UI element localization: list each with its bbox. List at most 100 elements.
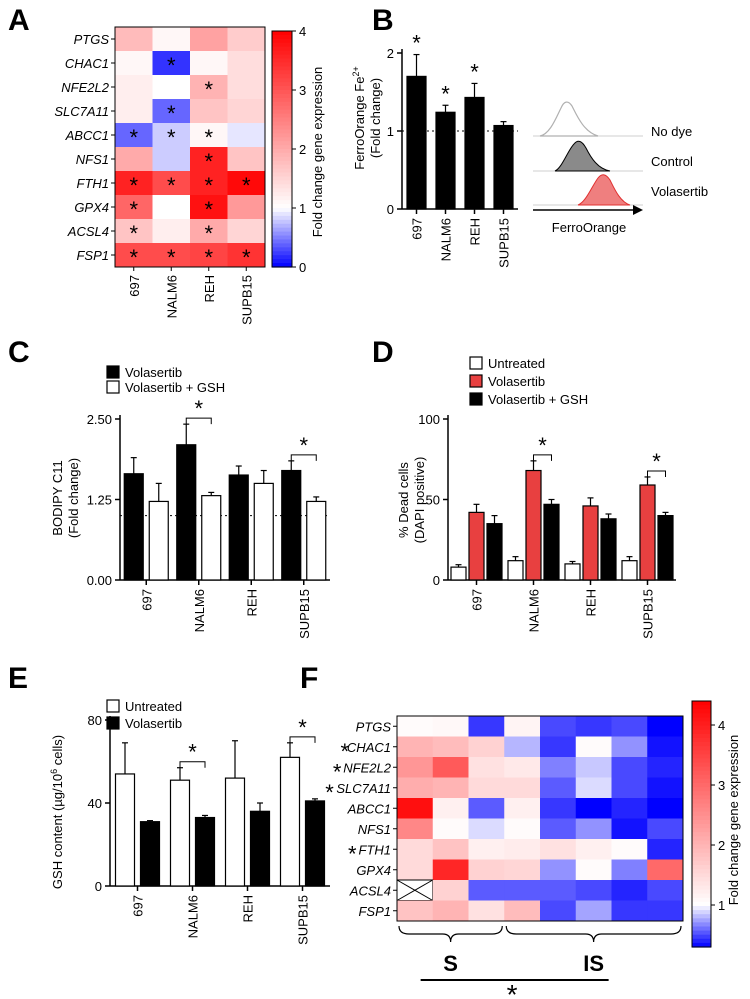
significance-star: * xyxy=(298,715,307,740)
colorbar-segment xyxy=(692,926,711,932)
heatmap-row-label: SLC7A11 xyxy=(54,104,109,119)
heatmap-cell xyxy=(190,75,228,100)
colorbar-segment xyxy=(272,180,292,185)
heatmap-row-label: ABCC1 xyxy=(65,128,109,143)
panel-letter-b: B xyxy=(372,4,394,37)
significance-star: * xyxy=(188,740,197,765)
y-tick-label: 40 xyxy=(88,796,102,811)
heatmap-cell xyxy=(227,243,266,268)
heatmap-row-label: FTH1 xyxy=(77,176,110,191)
y-tick-label: 0 xyxy=(387,202,394,217)
colorbar-segment xyxy=(692,778,711,784)
colorbar-segment xyxy=(692,701,711,706)
heatmap-cell xyxy=(115,219,153,244)
heatmap-cell xyxy=(647,757,684,778)
colorbar-segment xyxy=(272,125,292,130)
heatmap-cell xyxy=(432,859,469,881)
colorbar-segment xyxy=(272,172,292,178)
colorbar-segment xyxy=(272,263,292,268)
histogram-trace-control xyxy=(554,140,611,172)
heatmap-col-label: REH xyxy=(202,275,217,302)
heatmap-cell xyxy=(611,839,648,860)
heatmap-cell xyxy=(611,818,648,840)
panel-c-ylabel: BODIPY C11 xyxy=(50,460,65,535)
colorbar-segment xyxy=(692,889,711,895)
heatmap-cell xyxy=(152,51,191,76)
panel-b-ylabel-line2: (Fold change) xyxy=(368,78,383,158)
colorbar-segment xyxy=(272,188,292,193)
bar xyxy=(281,469,302,581)
colorbar-tick-label: 3 xyxy=(299,83,306,98)
heatmap-significance-star: * xyxy=(204,245,213,270)
legend-label: Volasertib xyxy=(488,374,545,389)
legend-label: Volasertib xyxy=(125,365,182,380)
colorbar-segment xyxy=(692,897,711,903)
colorbar-tick-label: 2 xyxy=(718,838,725,853)
colorbar-segment xyxy=(692,828,711,833)
colorbar-segment xyxy=(692,873,711,878)
panel-d-bar-chart: 0 50 100 697 NALM6 REH SUPB15 * * Untreated Volase… xyxy=(418,356,676,639)
bar xyxy=(249,810,271,887)
colorbar-segment xyxy=(272,160,292,166)
heatmap-cell xyxy=(190,27,228,52)
heatmap-cell xyxy=(468,818,505,840)
heatmap-row-label: NFE2L2 xyxy=(61,80,109,95)
colorbar-segment xyxy=(272,137,292,142)
heatmap-cell xyxy=(227,27,266,52)
colorbar-segment xyxy=(692,766,711,772)
heatmap-cell xyxy=(115,195,153,220)
bar xyxy=(464,96,485,210)
heatmap-cell xyxy=(468,859,505,881)
heatmap-cell xyxy=(227,75,266,100)
heatmap-significance-star: * xyxy=(167,125,176,150)
colorbar-segment xyxy=(692,750,711,755)
legend-swatch xyxy=(106,699,120,713)
colorbar-segment xyxy=(692,721,711,727)
colorbar-segment xyxy=(272,184,292,189)
heatmap-col-label: NALM6 xyxy=(164,275,179,318)
bar xyxy=(582,505,599,581)
x-tick-label: NALM6 xyxy=(186,895,201,938)
heatmap-cell xyxy=(227,171,266,196)
heatmap-cell xyxy=(611,880,648,901)
heatmap-cell xyxy=(504,716,541,737)
y-tick-label: 2 xyxy=(387,46,394,61)
colorbar-segment xyxy=(692,725,711,731)
colorbar-segment xyxy=(272,141,292,146)
colorbar-tick-label: 1 xyxy=(718,898,725,913)
panel-f-heatmap: PTGSCHAC1*NFE2L2*SLC7A11*ABCC1NFS1FTH1*G… xyxy=(325,700,725,999)
heatmap-cell xyxy=(190,195,228,220)
group-label: IS xyxy=(583,951,604,976)
heatmap-cell xyxy=(115,99,153,124)
heatmap-row-marker: * xyxy=(333,759,342,784)
bar xyxy=(169,779,191,887)
heatmap-row-label: CHAC1 xyxy=(65,56,109,71)
bar xyxy=(228,474,249,581)
colorbar-segment xyxy=(692,938,711,944)
panel-c-ylabel-line2: (Fold change) xyxy=(66,458,81,538)
colorbar-segment xyxy=(272,255,292,260)
heatmap-cell xyxy=(611,736,648,758)
panel-b-bar-chart: 0 1 2 697 NALM6 REH SUPB15 * * * xyxy=(387,31,518,268)
colorbar-segment xyxy=(272,227,292,233)
colorbar-segment xyxy=(272,93,292,99)
legend-swatch xyxy=(469,392,483,406)
heatmap-cell xyxy=(647,818,684,840)
panel-letter-d: D xyxy=(372,336,394,369)
colorbar-segment xyxy=(272,78,292,83)
colorbar-segment xyxy=(272,259,292,264)
heatmap-cell xyxy=(227,219,266,244)
colorbar-segment xyxy=(272,129,292,134)
bar xyxy=(507,560,524,581)
heatmap-significance-star: * xyxy=(167,101,176,126)
heatmap-cell xyxy=(152,99,191,124)
heatmap-cell xyxy=(397,777,434,799)
heatmap-cell xyxy=(611,859,648,881)
colorbar-segment xyxy=(692,852,711,858)
colorbar-segment xyxy=(692,807,711,813)
heatmap-cell xyxy=(397,798,434,819)
histogram-trace-volasertib xyxy=(577,174,631,206)
colorbar-segment xyxy=(692,795,711,800)
colorbar-segment xyxy=(692,930,711,936)
